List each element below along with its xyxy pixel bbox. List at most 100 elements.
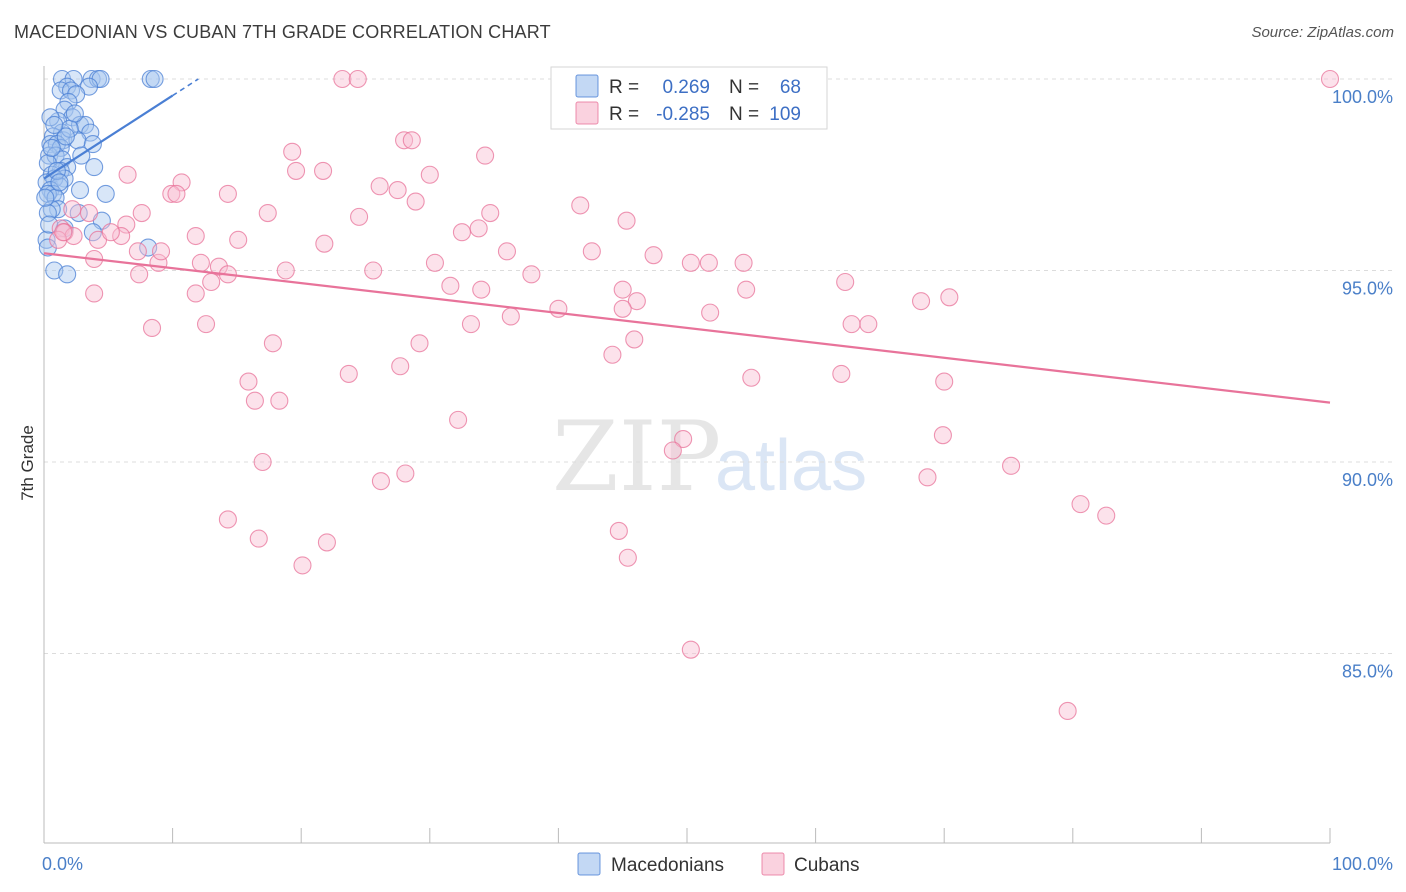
data-point-cubans	[287, 161, 306, 180]
source-label: Source: ZipAtlas.com	[1251, 24, 1394, 41]
data-point-cubans	[452, 223, 472, 242]
data-point-cubans	[283, 142, 302, 161]
data-point-cubans	[918, 468, 937, 487]
data-point-cubans	[481, 204, 500, 223]
watermark-atlas: atlas	[715, 426, 867, 506]
trendline-macedonians	[43, 94, 174, 180]
data-point-cubans	[472, 280, 491, 299]
data-point-cubans	[167, 184, 186, 203]
y-tick-label: 85.0%	[1342, 662, 1393, 682]
x-tick-label: 0.0%	[42, 854, 83, 874]
data-point-cubans	[186, 284, 205, 303]
data-point-cubans	[128, 242, 147, 261]
legend-swatch-cubans	[761, 852, 785, 876]
legend-series: Macedonians Cubans	[577, 852, 860, 876]
data-point-cubans	[229, 230, 248, 249]
watermark: ZIP atlas	[552, 401, 867, 513]
data-point-cubans	[54, 223, 73, 242]
data-point-cubans	[317, 533, 336, 552]
data-point-cubans	[196, 315, 216, 334]
data-point-cubans	[191, 253, 210, 272]
data-point-macedonians	[49, 200, 68, 219]
data-point-cubans	[1058, 701, 1077, 721]
data-point-macedonians	[83, 135, 102, 154]
data-point-macedonians	[64, 69, 83, 89]
trendline-cubans	[43, 252, 1331, 404]
data-point-cubans	[1097, 506, 1116, 525]
data-point-cubans	[371, 472, 390, 491]
x-tick-labels: 0.0% 100.0%	[42, 854, 1393, 874]
data-point-cubans	[245, 391, 264, 410]
data-point-cubans	[425, 253, 444, 272]
data-point-macedonians	[85, 158, 104, 177]
data-point-cubans	[350, 207, 369, 226]
data-point-cubans	[293, 556, 312, 575]
data-point-cubans	[263, 334, 282, 353]
chart-title: MACEDONIAN VS CUBAN 7TH GRADE CORRELATIO…	[14, 22, 551, 42]
y-tick-label: 100.0%	[1332, 87, 1393, 107]
data-point-cubans	[420, 165, 439, 184]
data-point-cubans	[63, 200, 82, 219]
legend-r-label: R =	[609, 77, 639, 98]
data-point-cubans	[441, 276, 460, 295]
data-point-cubans	[348, 69, 367, 89]
data-point-cubans	[699, 253, 718, 272]
data-point-cubans	[571, 196, 590, 215]
data-point-cubans	[253, 452, 272, 472]
data-point-cubans	[613, 280, 632, 299]
data-point-cubans	[663, 441, 682, 460]
data-point-cubans	[314, 161, 333, 180]
data-point-macedonians	[70, 115, 90, 135]
data-point-cubans	[202, 272, 221, 292]
data-point-cubans	[402, 131, 421, 150]
data-point-cubans	[101, 223, 120, 242]
data-point-cubans	[522, 265, 541, 284]
data-point-cubans	[132, 204, 151, 223]
legend-label-macedonians: Macedonians	[611, 855, 724, 876]
data-point-macedonians	[70, 181, 90, 200]
data-point-macedonians	[40, 215, 59, 234]
legend-n-value: 109	[769, 104, 801, 125]
series-layer	[36, 69, 1340, 721]
data-point-cubans	[396, 464, 415, 483]
data-point-cubans	[118, 165, 137, 184]
legend-swatch-cubans	[575, 101, 599, 125]
data-point-macedonians	[67, 85, 86, 104]
data-point-cubans	[613, 299, 632, 318]
trendline-macedonians-extension	[172, 78, 199, 97]
data-point-cubans	[112, 226, 131, 246]
data-point-cubans	[339, 364, 358, 383]
data-point-cubans	[618, 548, 637, 567]
data-point-cubans	[859, 315, 878, 334]
data-point-cubans	[239, 372, 258, 391]
data-point-cubans	[172, 173, 191, 192]
data-point-cubans	[315, 234, 334, 253]
data-point-cubans	[117, 215, 136, 234]
data-point-cubans	[933, 426, 952, 445]
data-point-cubans	[151, 242, 171, 261]
data-point-macedonians	[145, 69, 164, 89]
data-point-macedonians	[58, 265, 77, 284]
watermark-zip: ZIP	[552, 401, 721, 513]
data-point-cubans	[64, 226, 83, 246]
data-point-cubans	[701, 303, 720, 322]
data-point-macedonians	[50, 173, 69, 192]
data-point-cubans	[940, 288, 959, 307]
y-tick-labels: 100.0% 95.0% 90.0% 85.0%	[1332, 87, 1393, 682]
data-point-cubans	[644, 246, 663, 265]
data-point-cubans	[1002, 456, 1021, 475]
data-point-cubans	[162, 184, 181, 203]
grid	[44, 78, 1394, 654]
data-point-cubans	[270, 391, 289, 410]
data-point-cubans	[85, 284, 104, 303]
data-point-cubans	[832, 364, 851, 383]
data-point-cubans	[501, 307, 520, 326]
y-tick-label: 95.0%	[1342, 279, 1393, 299]
data-point-cubans	[625, 330, 644, 349]
legend-n-label: N =	[729, 104, 759, 125]
data-point-cubans	[737, 280, 756, 299]
legend-n-value: 68	[780, 77, 801, 98]
legend-row-macedonians: R = 0.269 N = 68	[575, 74, 801, 98]
data-point-cubans	[1320, 69, 1340, 89]
